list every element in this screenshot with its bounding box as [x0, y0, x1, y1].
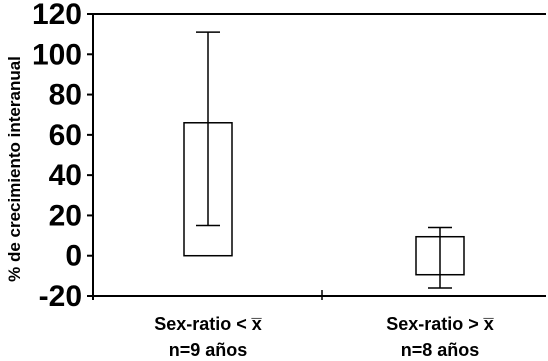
bars: [183, 122, 465, 276]
category-label: Sex-ratio < x̅: [154, 314, 262, 334]
y-tick-label: 60: [49, 119, 82, 152]
y-axis-ticks: 120 100 80 60 40 20 0 -20: [32, 0, 93, 313]
y-tick-label: -20: [39, 280, 82, 313]
category-sample-size: n=8 años: [401, 340, 480, 360]
category-labels: Sex-ratio < x̅ n=9 años Sex-ratio > x̅ n=8 …: [154, 314, 494, 360]
category-sample-size: n=9 años: [169, 340, 248, 360]
y-tick-label: 80: [49, 79, 82, 112]
y-tick-label: 120: [32, 0, 82, 31]
y-tick-label: 100: [32, 38, 82, 71]
y-axis-label: % de crecimiento interanual: [5, 56, 24, 282]
error-bars: [196, 31, 452, 289]
y-tick-label: 0: [65, 240, 82, 273]
plot-frame: [92, 13, 546, 300]
category-label: Sex-ratio > x̅: [386, 314, 494, 334]
y-tick-label: 40: [49, 159, 82, 192]
y-tick-label: 20: [49, 199, 82, 232]
